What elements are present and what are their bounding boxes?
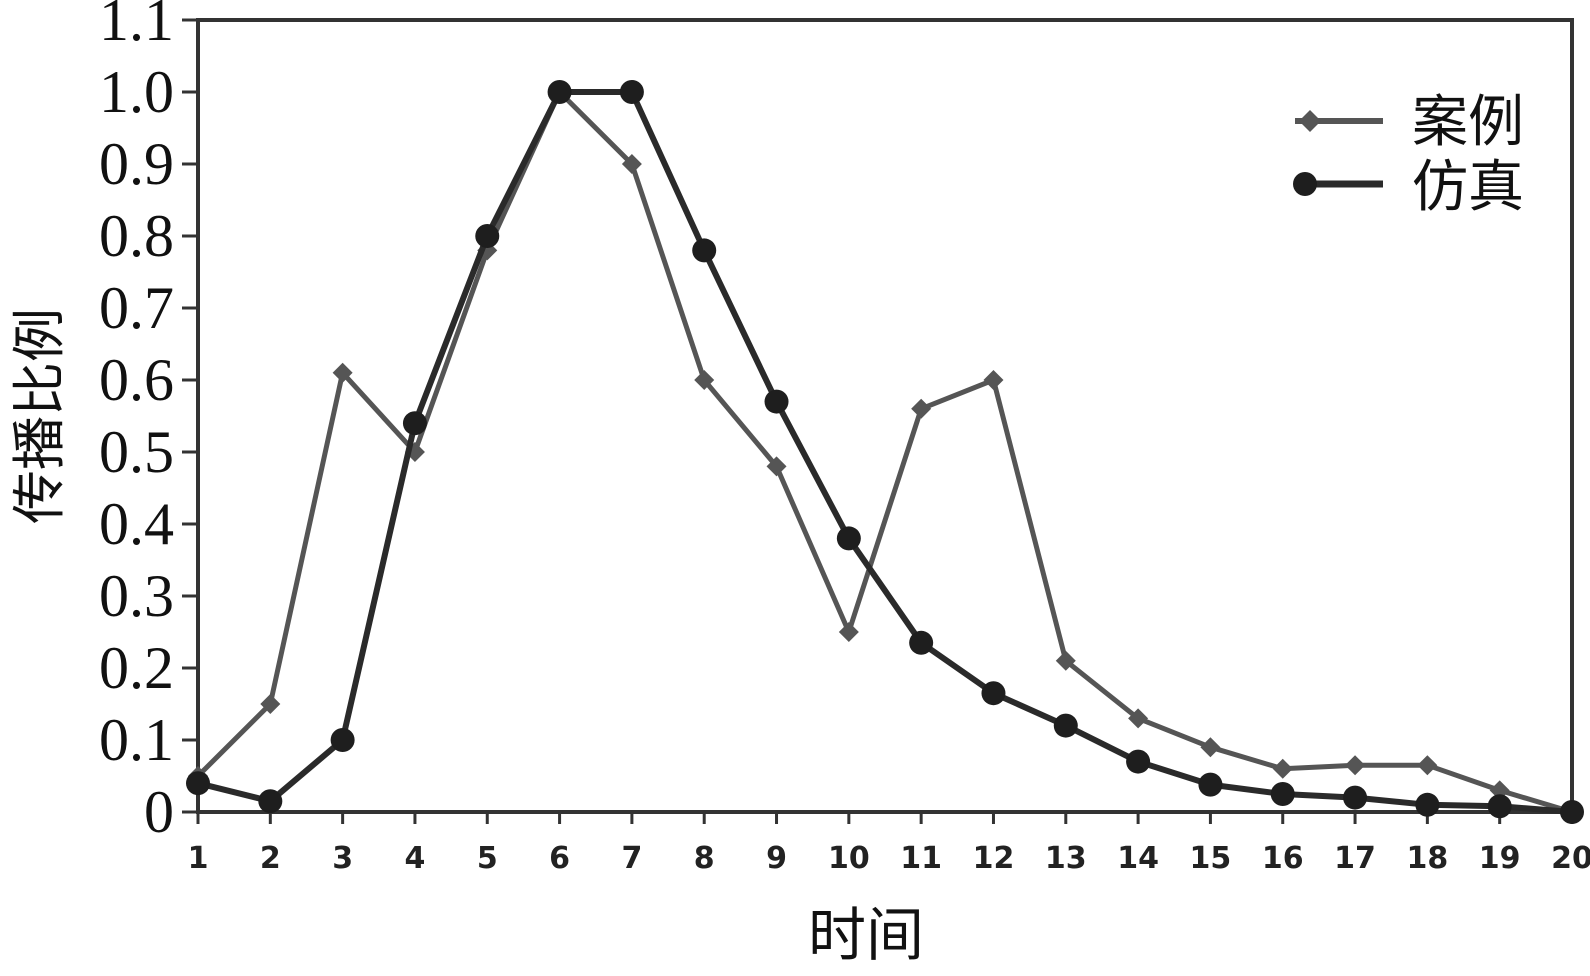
data-point-sim [330, 728, 355, 752]
data-point-case [621, 154, 642, 174]
data-point-sim [764, 389, 789, 414]
series-line-sim [197, 89, 1573, 815]
y-tick-label: 0.4 [99, 491, 174, 557]
x-tick-label: 5 [477, 841, 498, 876]
legend-label-sim: 仿真 [1412, 155, 1524, 220]
data-point-sim [1053, 713, 1078, 738]
x-axis-label: 时间 [808, 901, 924, 969]
data-point-case [1055, 650, 1076, 671]
data-point-case [1345, 755, 1366, 776]
data-point-sim [692, 238, 717, 263]
y-tick-label: 0.8 [99, 203, 174, 269]
x-axis-ticks: 1 2 3 4 5 6 7 8 9 10 11 12 13 14 15 16 17 18 19 20 [188, 812, 1590, 876]
x-tick-label: 19 [1479, 841, 1521, 876]
series-line-case [196, 89, 1573, 815]
x-tick-label: 3 [332, 841, 353, 876]
x-tick-label: 18 [1406, 841, 1448, 876]
data-point-sim [1126, 749, 1151, 774]
series-layer [186, 80, 1584, 824]
y-tick-label: 0.3 [99, 563, 174, 629]
y-tick-label: 0 [144, 779, 174, 845]
legend-label-case: 案例 [1412, 90, 1524, 155]
data-point-case [983, 370, 1004, 390]
x-tick-label: 2 [260, 841, 281, 876]
data-point-sim [1343, 785, 1368, 810]
data-point-sim [475, 224, 500, 248]
data-point-case [332, 362, 353, 383]
data-point-sim [258, 789, 283, 814]
data-point-case [1128, 708, 1149, 729]
data-point-sim [1270, 782, 1295, 806]
y-tick-label: 0.7 [99, 275, 174, 341]
x-tick-label: 12 [973, 841, 1015, 876]
y-tick-label: 1.0 [99, 59, 174, 125]
data-point-sim [186, 771, 210, 796]
data-point-case [260, 694, 281, 714]
x-tick-label: 20 [1551, 841, 1590, 876]
data-point-case [838, 622, 859, 642]
y-tick-label: 0.9 [99, 131, 174, 197]
data-point-sim [1198, 772, 1223, 797]
data-point-sim [1487, 794, 1512, 819]
x-tick-label: 4 [405, 841, 426, 876]
x-tick-label: 16 [1262, 841, 1304, 876]
legend-marker-case-icon [1299, 110, 1321, 132]
x-tick-label: 17 [1334, 841, 1376, 876]
x-tick-label: 11 [900, 841, 942, 876]
data-point-sim [619, 80, 644, 104]
data-point-case [1272, 758, 1293, 779]
legend: 案例 仿真 [1293, 90, 1524, 220]
data-point-case [911, 398, 932, 419]
y-tick-label: 0.6 [99, 347, 174, 413]
data-point-sim [1560, 800, 1584, 824]
x-tick-label: 14 [1117, 841, 1159, 876]
data-point-sim [836, 526, 861, 551]
y-axis-label: 传播比例 [8, 308, 71, 524]
data-point-sim [402, 411, 427, 436]
y-tick-label: 0.1 [99, 707, 174, 773]
data-point-sim [981, 681, 1006, 706]
data-point-case [766, 456, 787, 477]
y-tick-label: 0.2 [99, 635, 174, 701]
x-tick-label: 7 [621, 841, 642, 876]
data-point-case [694, 370, 715, 390]
x-tick-label: 15 [1190, 841, 1232, 876]
data-point-sim [1415, 792, 1440, 817]
y-tick-label: 0.5 [99, 419, 174, 485]
data-point-sim [909, 630, 934, 655]
x-tick-label: 8 [694, 841, 715, 876]
legend-marker-sim-icon [1293, 172, 1317, 196]
x-tick-label: 1 [188, 841, 209, 876]
data-point-case [1417, 755, 1438, 776]
x-tick-label: 13 [1045, 841, 1087, 876]
data-point-case [1200, 737, 1221, 758]
x-tick-label: 9 [766, 841, 787, 876]
x-tick-label: 6 [549, 841, 570, 876]
x-tick-label: 10 [828, 841, 870, 876]
y-axis-ticks: 00.10.20.30.40.50.60.70.80.91.0 1.1 [99, 0, 198, 845]
y-tick-label: 1.1 [99, 0, 174, 53]
plot-frame [196, 18, 1574, 814]
data-point-sim [547, 80, 572, 104]
